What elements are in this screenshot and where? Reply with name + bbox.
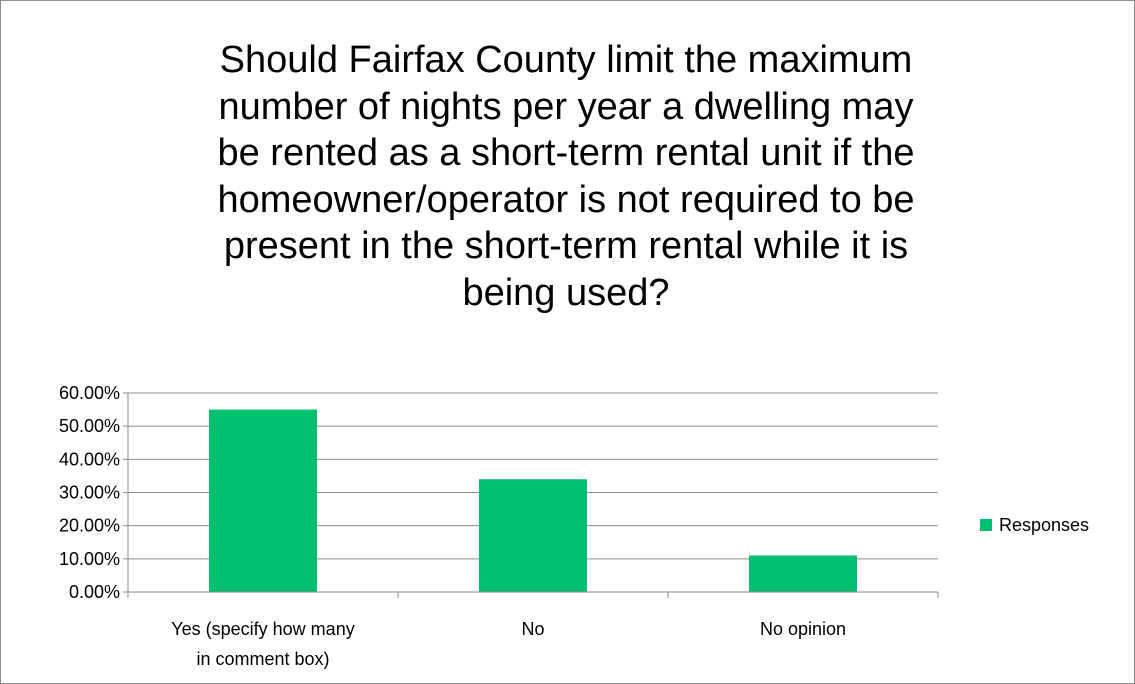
x-category-label: No opinion (760, 619, 846, 639)
bar (209, 409, 317, 592)
legend-label: Responses (999, 515, 1089, 535)
chart-title-line: present in the short-term rental while i… (223, 225, 909, 267)
y-tick-label: 60.00% (59, 383, 120, 403)
x-axis-category-labels: Yes (specify how many in comment box) No No… (171, 619, 846, 669)
bar (479, 479, 587, 592)
y-tick-label: 40.00% (59, 449, 120, 469)
y-tick-label: 0.00% (69, 582, 120, 602)
x-category-label: No (521, 619, 544, 639)
axes (123, 392, 939, 598)
y-axis-tick-labels: 0.00% 10.00% 20.00% 30.00% 40.00% 50.00% 60.00… (59, 383, 120, 602)
legend-swatch (980, 519, 992, 531)
x-category-label: Yes (specify how many in comment box) (171, 619, 354, 669)
y-tick-label: 30.00% (59, 483, 120, 503)
chart-title-line: homeowner/operator is not required to be (217, 178, 915, 221)
chart-title-line: Should Fairfax County limit the maximum (219, 39, 913, 81)
legend: Responses (980, 515, 1089, 535)
bar (749, 555, 857, 592)
chart-title-line: number of nights per year a dwelling may (218, 85, 914, 128)
y-tick-label: 20.00% (59, 516, 120, 536)
bars (209, 409, 857, 592)
chart-title: Should Fairfax County limit the maximum … (61, 37, 1071, 316)
y-tick-label: 50.00% (59, 416, 120, 436)
chart-title-line: be rented as a short-term rental unit if… (217, 132, 915, 174)
chart-title-line: being used? (462, 271, 670, 314)
y-tick-label: 10.00% (59, 549, 120, 569)
